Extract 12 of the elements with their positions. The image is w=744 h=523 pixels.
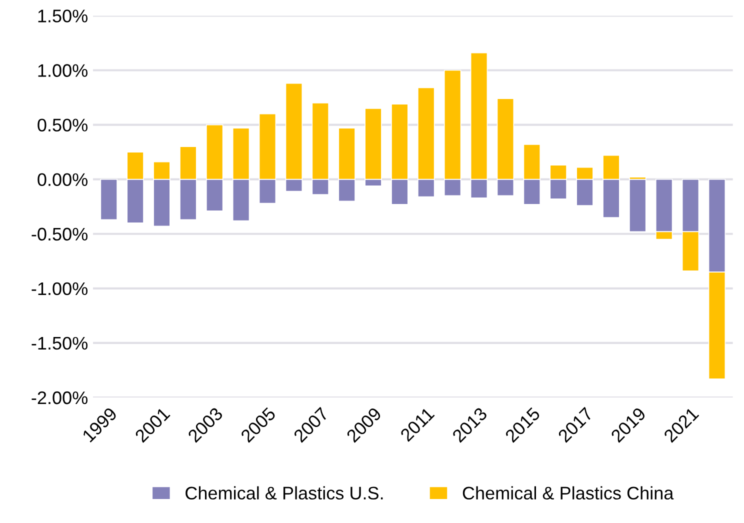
y-tick-label: -0.50%: [32, 228, 88, 241]
legend-label: Chemical & Plastics China: [462, 486, 674, 500]
y-tick-label: 0.50%: [38, 118, 88, 132]
y-tick-label: 0.00%: [38, 173, 88, 186]
y-tick-label: -2.00%: [32, 391, 88, 404]
legend-label: Chemical & Plastics U.S.: [186, 486, 383, 500]
y-tick-label: -1.00%: [32, 282, 88, 296]
y-tick-label: 1.50%: [38, 10, 88, 22]
bar: [100, 178, 118, 220]
y-tick-label: -1.50%: [32, 336, 88, 350]
y-tick-label: 1.00%: [38, 64, 88, 77]
bar: [629, 178, 646, 232]
